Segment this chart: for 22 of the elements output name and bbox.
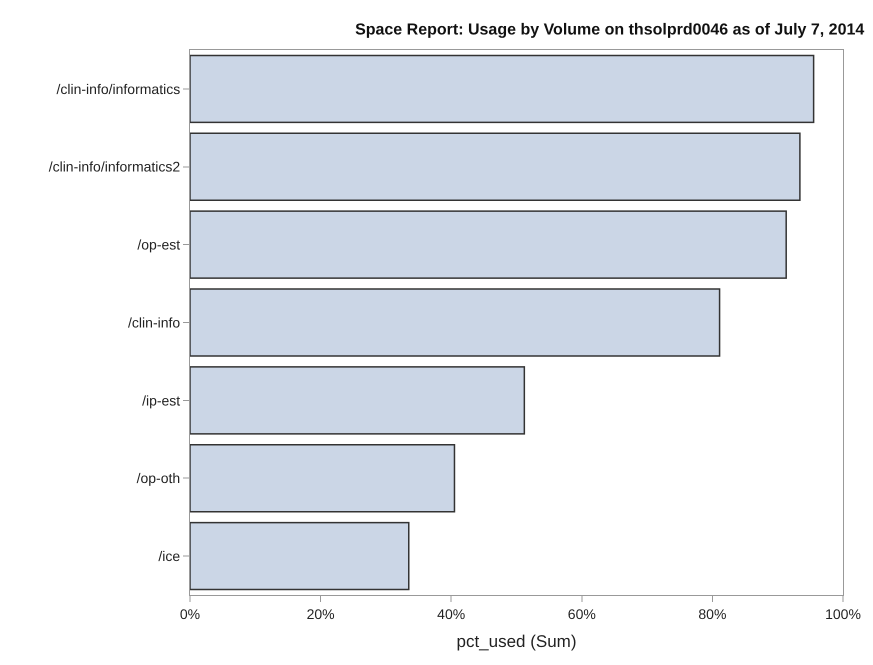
bar [190,366,526,435]
y-tick-label: /clin-info [128,314,180,330]
y-tick-label: /ip-est [142,392,180,408]
x-tick-label: 100% [825,606,861,622]
bar [190,522,410,590]
bar [190,210,787,279]
chart-title: Space Report: Usage by Volume on thsolprd0046 as of July 7, 2014 [355,21,864,38]
bar [190,54,814,124]
y-tick-label: /clin-info/informatics2 [48,158,180,175]
y-tick-label: /op-oth [136,470,180,486]
x-tick-label: 40% [437,606,466,622]
x-tick-label: 80% [698,606,726,622]
bar [190,132,801,202]
x-tick-label: 0% [180,606,200,622]
y-tick-label: /clin-info/informatics [56,80,180,97]
bar [190,288,720,357]
y-tick-label: /ice [158,548,180,564]
x-tick-label: 20% [306,606,335,622]
x-axis-title: pct_used (Sum) [456,632,576,652]
y-tick-label: /op-est [137,236,180,253]
bar [190,444,456,512]
x-tick-label: 60% [568,606,596,622]
